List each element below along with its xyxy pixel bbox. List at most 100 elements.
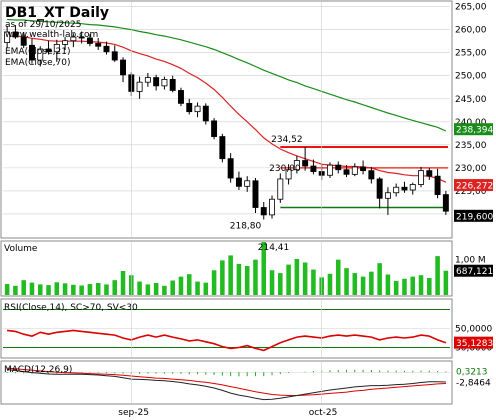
candle-body [4, 31, 11, 43]
volume-bar [360, 276, 366, 295]
price-tick-label: 245,00 [455, 95, 487, 105]
volume-bar [112, 280, 118, 295]
volume-bar [253, 259, 258, 295]
ema21-value-tag: 226,272 [456, 182, 493, 192]
price-tick-label: 225,00 [455, 187, 487, 197]
candle-body [368, 170, 375, 180]
chart-title: DB1_XT Daily [5, 5, 109, 21]
price-annotation: 230,00 [269, 164, 301, 174]
candles [4, 25, 449, 220]
candle-body [136, 81, 143, 92]
candle-body [45, 48, 52, 53]
volume-bar [410, 276, 416, 295]
volume-bar [21, 280, 26, 295]
volume-bar [37, 284, 43, 295]
site-label: www.wealth-lab.com [5, 30, 98, 40]
volume-value-tag: 687,121 [456, 267, 493, 277]
candle-body [293, 160, 300, 171]
price-tick-label: 230,00 [455, 164, 487, 174]
candle-body [12, 31, 19, 38]
volume-bar [261, 242, 267, 295]
candle-body [78, 36, 85, 39]
candle-body [393, 186, 400, 194]
candle-body [194, 105, 201, 113]
candle-body [310, 165, 317, 172]
price-annotations: 234,52 230,00 218,80 [230, 135, 303, 231]
volume-bar [186, 274, 192, 295]
ema70-value-tag-bg [454, 123, 493, 136]
macd-line [7, 369, 446, 401]
candle-body [442, 194, 449, 212]
volume-bar [393, 280, 399, 295]
candle-body [186, 102, 193, 113]
candle-body [20, 36, 27, 46]
volume-bar [46, 285, 51, 295]
candle-body [144, 77, 151, 83]
last-close-tag: 219,600 [456, 212, 493, 222]
candle-body [426, 170, 433, 177]
volume-bar [29, 282, 35, 295]
macd-plot [3, 367, 450, 401]
volume-bar [244, 266, 250, 295]
candle-body [252, 180, 259, 208]
candle-body [360, 166, 367, 172]
x-axis: sep-25 oct-25 [118, 2, 337, 418]
volume-bar [104, 284, 109, 295]
rsi-title: RSI(Close,14), SC>70, SV<30 [4, 303, 138, 313]
ema21-value-tag-bg [454, 179, 493, 192]
volume-bar [211, 270, 217, 295]
volume-pane [0, 240, 453, 297]
volume-bar [4, 284, 10, 295]
volume-bar [79, 285, 84, 295]
candle-body [111, 51, 118, 61]
candle-body [351, 166, 358, 175]
candle-body [29, 44, 35, 61]
volume-bar [311, 269, 316, 295]
candle-body [409, 184, 416, 191]
volume-tick-label: 1,00 M [455, 256, 486, 266]
volume-bar [352, 273, 358, 295]
price-tick-label: 240,00 [455, 118, 487, 128]
candle-body [169, 79, 176, 91]
rsi-value-tag-bg [454, 336, 493, 349]
candle-body [53, 43, 60, 53]
candle-body [269, 198, 275, 216]
candle-body [153, 77, 160, 87]
price-tick-label: 235,00 [455, 141, 487, 151]
x-tick-label: oct-25 [309, 408, 338, 418]
candle-body [103, 45, 110, 53]
volume-bar [137, 281, 142, 295]
volume-bar [95, 282, 101, 295]
volume-bar [269, 270, 275, 295]
rsi-value-tag: 35,1283 [456, 339, 493, 349]
candle-body [227, 158, 234, 179]
candle-body [161, 79, 168, 87]
candle-body [235, 177, 242, 187]
volume-bar [162, 285, 167, 295]
ema70-legend: EMA(Close,70) [5, 58, 70, 68]
price-annotation: 234,52 [271, 135, 303, 145]
candle-body [343, 169, 350, 175]
volume-bar [220, 260, 225, 295]
volume-bar [170, 280, 175, 295]
volume-bar [294, 258, 300, 295]
last-close-tag-bg [454, 209, 493, 222]
volume-bar [62, 283, 68, 295]
ema70-path [7, 18, 447, 132]
volume-bar [435, 256, 440, 295]
volume-bar [402, 278, 407, 295]
candle-body [384, 192, 391, 199]
volume-bar [145, 284, 151, 295]
candle-body [86, 37, 93, 44]
candle-body [62, 40, 69, 45]
candle-body [37, 48, 44, 61]
candle-body [418, 170, 424, 185]
candle-body [260, 207, 267, 216]
volume-bar [369, 271, 374, 295]
price-annotation: 218,80 [230, 221, 262, 231]
candle-body [434, 175, 441, 196]
candle-body [335, 164, 342, 171]
candle-body [244, 180, 251, 187]
volume-bar [418, 275, 424, 295]
